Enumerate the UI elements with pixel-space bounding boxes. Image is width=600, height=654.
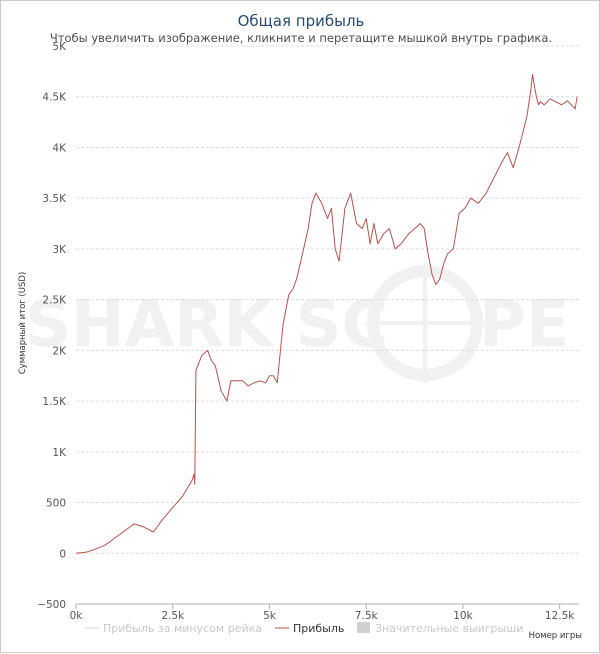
y-tick-label: 2.5K	[42, 295, 67, 307]
x-tick-label: 0k	[70, 610, 84, 622]
legend-item-profit-label: Прибыль	[293, 622, 344, 635]
x-axis-label: Номер игры	[529, 631, 582, 641]
grid-lines	[76, 45, 579, 605]
legend-item-big-wins-label: Значительные выигрыши	[375, 622, 523, 635]
y-tick-label: −500	[37, 599, 66, 611]
y-axis-label: Суммарный итог (USD)	[18, 272, 28, 375]
watermark-text-right: PE	[479, 288, 570, 362]
y-tick-label: 5K	[52, 41, 67, 53]
legend-item-profit-minus-rake-label: Прибыль за минусом рейка	[103, 622, 262, 635]
watermark-text-left: SHARK SC	[25, 288, 388, 362]
x-tick-label: 5k	[263, 610, 277, 622]
series-group	[75, 73, 578, 554]
x-tick-label: 12.5k	[545, 610, 575, 622]
y-tick-label: 2K	[52, 345, 67, 357]
x-tick-label: 2.5k	[161, 610, 185, 622]
x-tick-label: 10k	[453, 610, 473, 622]
y-tick-label: 4.5K	[42, 92, 67, 104]
y-axis-ticks: −500 0 500 1K 1.5K 2K 2.5K 3K 3.5K 4K 4.5K 5K	[37, 41, 67, 611]
y-tick-label: 3.5K	[42, 193, 67, 205]
y-tick-label: 3K	[52, 244, 67, 256]
legend-item-big-wins-swatch	[357, 622, 370, 633]
chart-subtitle: Чтобы увеличить изображение, кликните и …	[50, 31, 552, 45]
y-tick-label: 1.5K	[42, 396, 67, 408]
legend: Прибыль за минусом рейка Прибыль Значитель…	[85, 622, 523, 635]
y-tick-label: 0	[59, 548, 66, 560]
y-tick-label: 1K	[52, 447, 67, 459]
chart-title: Общая прибыль	[238, 12, 365, 30]
y-tick-label: 4K	[52, 142, 67, 154]
x-tick-label: 7.5k	[355, 610, 379, 622]
x-axis-ticks: 0k 2.5k 5k 7.5k 10k 12.5k	[70, 603, 579, 622]
y-tick-label: 500	[46, 498, 66, 510]
watermark: SHARK SC PE	[25, 263, 570, 383]
series-line-profit	[75, 73, 578, 554]
